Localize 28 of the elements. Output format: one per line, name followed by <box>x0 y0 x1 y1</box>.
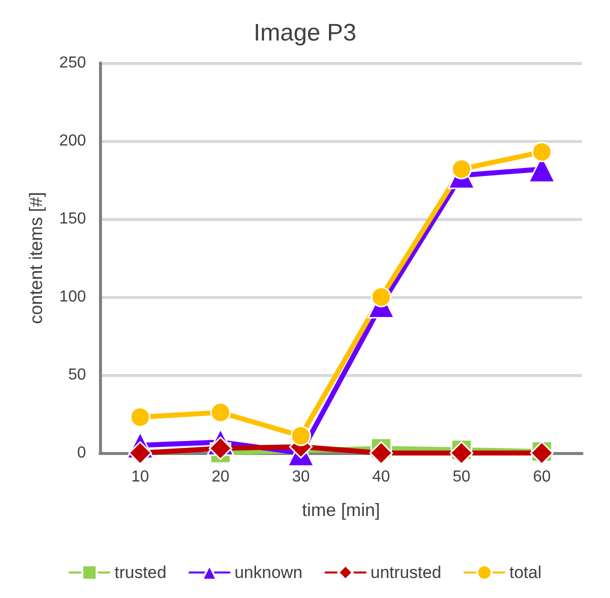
legend-label: unknown <box>234 563 303 582</box>
x-tick-label: 40 <box>372 468 390 486</box>
point <box>532 142 552 162</box>
point <box>370 286 392 308</box>
y-tick-label: 150 <box>59 210 86 228</box>
x-tick-label: 30 <box>292 468 310 486</box>
legend-label: untrusted <box>370 563 442 582</box>
legend-label: trusted <box>114 563 166 582</box>
point <box>210 402 231 423</box>
point <box>450 441 474 465</box>
chart-title: Image P3 <box>254 20 356 46</box>
point <box>290 426 312 446</box>
x-tick-label: 20 <box>212 468 230 486</box>
point <box>369 441 393 465</box>
y-tick-label: 50 <box>68 366 86 384</box>
y-tick-label: 250 <box>59 54 86 72</box>
x-tick-label: 10 <box>131 468 150 486</box>
point <box>130 406 150 428</box>
x-axis-title: time [min] <box>302 500 380 520</box>
y-tick-label: 200 <box>59 132 86 150</box>
legend-label: total <box>509 563 542 582</box>
x-tick-label: 60 <box>532 468 551 486</box>
y-tick-label: 100 <box>59 288 86 306</box>
y-tick-label: 0 <box>77 444 86 462</box>
point <box>451 158 472 180</box>
y-axis-title: content items [#] <box>26 192 46 324</box>
x-tick-label: 50 <box>452 468 470 486</box>
point <box>128 441 152 465</box>
